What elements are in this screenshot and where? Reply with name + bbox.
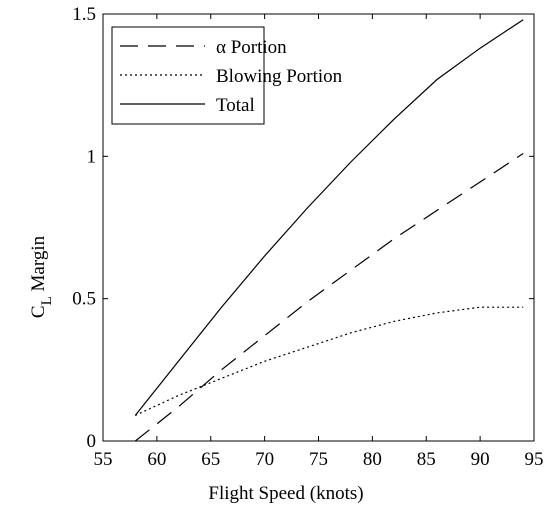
legend-label-blowing: Blowing Portion [216, 66, 343, 87]
x-tick-label: 60 [147, 449, 166, 470]
svg-text:CL Margin: CL Margin [28, 235, 55, 318]
x-tick-label: 70 [255, 449, 274, 470]
y-tick-label: 0 [87, 431, 97, 452]
legend-box [111, 26, 265, 125]
x-tick-label: 65 [201, 449, 220, 470]
x-tick-label: 95 [525, 449, 544, 470]
x-axis: 55 60 65 70 75 80 85 90 95 [94, 14, 544, 470]
y-axis-label-main: C [28, 305, 49, 318]
legend-label-total: Total [216, 95, 255, 116]
x-tick-label: 80 [363, 449, 382, 470]
y-axis-label: CL Margin [28, 235, 55, 318]
series-blowing-portion [135, 306, 524, 416]
x-tick-label: 55 [94, 449, 113, 470]
x-axis-label: Flight Speed (knots) [208, 483, 363, 504]
y-tick-label: 0.5 [72, 289, 96, 310]
legend: α Portion Blowing Portion Total [111, 26, 343, 125]
x-tick-label: 75 [309, 449, 328, 470]
x-tick-label: 90 [471, 449, 490, 470]
y-axis-label-rest: Margin [28, 235, 49, 296]
y-axis-label-subscript: L [39, 296, 55, 305]
y-axis: 0 0.5 1 1.5 [72, 4, 534, 452]
x-tick-label: 85 [417, 449, 436, 470]
y-tick-label: 1.5 [72, 4, 96, 25]
legend-label-alpha: α Portion [216, 37, 287, 58]
series-total [134, 19, 524, 416]
series-layer [134, 19, 524, 442]
series-alpha-portion [134, 152, 524, 442]
y-tick-label: 1 [87, 146, 97, 167]
